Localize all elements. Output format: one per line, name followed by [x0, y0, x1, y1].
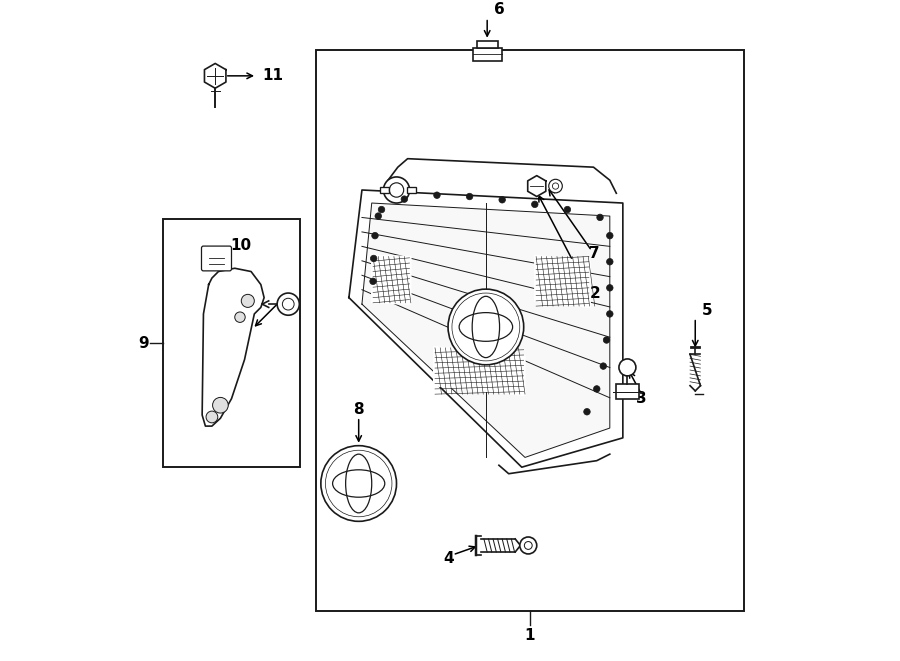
Circle shape	[607, 311, 613, 317]
Polygon shape	[202, 268, 264, 426]
Circle shape	[321, 446, 397, 522]
Circle shape	[375, 213, 382, 219]
Circle shape	[532, 201, 538, 208]
Bar	[407, 187, 416, 192]
Circle shape	[564, 206, 571, 213]
Text: 10: 10	[230, 238, 251, 253]
Text: 1: 1	[525, 628, 535, 643]
Polygon shape	[372, 255, 411, 304]
Bar	[477, 40, 498, 48]
Circle shape	[520, 537, 536, 554]
Bar	[616, 384, 639, 399]
Polygon shape	[204, 63, 226, 88]
Circle shape	[607, 258, 613, 265]
Circle shape	[372, 233, 378, 239]
Circle shape	[603, 336, 610, 343]
Text: 11: 11	[262, 68, 284, 83]
Text: 2: 2	[590, 286, 600, 301]
Polygon shape	[535, 255, 590, 307]
Text: 7: 7	[590, 247, 600, 261]
Text: 6: 6	[493, 2, 504, 17]
Bar	[380, 187, 389, 192]
Circle shape	[434, 192, 440, 198]
Circle shape	[235, 312, 245, 323]
Polygon shape	[527, 176, 545, 196]
Text: 12: 12	[227, 326, 248, 341]
Bar	[472, 48, 501, 61]
Circle shape	[600, 363, 607, 369]
Bar	[316, 50, 743, 611]
Circle shape	[241, 294, 255, 307]
Text: 4: 4	[444, 551, 454, 566]
Circle shape	[448, 289, 524, 365]
Circle shape	[499, 196, 506, 203]
Bar	[163, 219, 300, 467]
Circle shape	[597, 214, 603, 221]
Circle shape	[549, 179, 562, 193]
Circle shape	[584, 408, 590, 415]
Text: 9: 9	[138, 336, 148, 351]
Circle shape	[607, 233, 613, 239]
Circle shape	[206, 411, 218, 423]
Circle shape	[607, 285, 613, 291]
Circle shape	[593, 385, 600, 392]
Text: 3: 3	[635, 391, 646, 407]
Circle shape	[378, 206, 385, 213]
Circle shape	[466, 193, 472, 200]
Circle shape	[277, 293, 300, 315]
Circle shape	[619, 359, 636, 376]
Circle shape	[212, 397, 229, 413]
Circle shape	[383, 177, 410, 203]
Polygon shape	[362, 203, 610, 457]
Text: 8: 8	[354, 403, 364, 417]
Circle shape	[401, 196, 408, 202]
Circle shape	[371, 255, 377, 262]
FancyBboxPatch shape	[202, 246, 231, 271]
Polygon shape	[434, 346, 525, 395]
Polygon shape	[349, 190, 623, 467]
Circle shape	[370, 278, 376, 285]
Text: 5: 5	[702, 303, 712, 318]
